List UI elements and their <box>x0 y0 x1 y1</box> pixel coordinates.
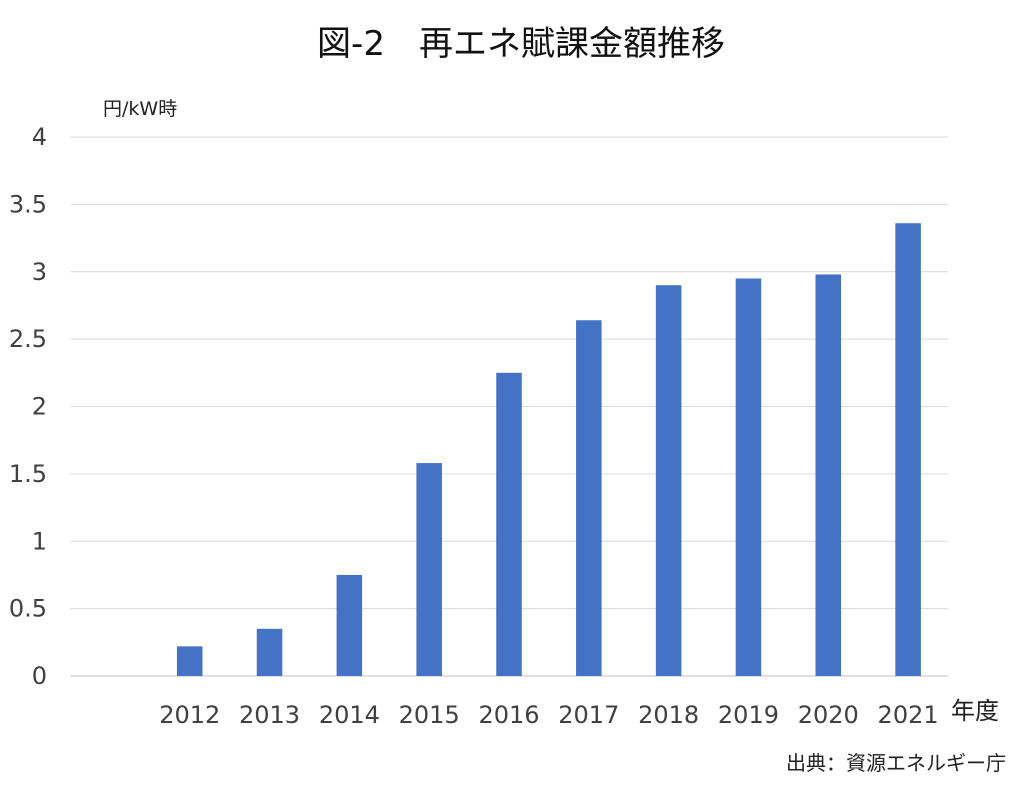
source-note: 出典：資源エネルギー庁 <box>786 751 1006 775</box>
bar-2014 <box>336 574 363 676</box>
y-tick-label: 2 <box>32 393 47 421</box>
x-tick-label: 2014 <box>319 701 380 729</box>
x-tick-label: 2017 <box>558 701 619 729</box>
x-tick-label: 2012 <box>159 701 220 729</box>
x-tick-labels: 2012 2013 2014 2015 2016 2017 2018 2019 2020 2021 <box>159 701 938 729</box>
y-tick-label: 1.5 <box>9 460 47 488</box>
y-tick-label: 0.5 <box>9 595 47 623</box>
bar-2016 <box>496 372 522 676</box>
y-tick-label: 3 <box>32 258 47 286</box>
x-tick-label: 2018 <box>638 701 699 729</box>
y-tick-label: 0 <box>32 662 47 690</box>
y-tick-label: 3.5 <box>9 190 47 218</box>
bar-2017 <box>576 320 602 676</box>
y-tick-labels: 0 0.5 1 1.5 2 2.5 3 3.5 4 <box>9 123 47 690</box>
y-tick-label: 1 <box>32 527 47 555</box>
chart-title: 図-2 再エネ賦課金額推移 <box>317 24 725 64</box>
x-tick-label: 2016 <box>478 701 539 729</box>
x-tick-label: 2020 <box>798 701 859 729</box>
bar-2019 <box>735 278 762 676</box>
bar-2013 <box>256 628 283 676</box>
y-axis-unit-label: 円/kW時 <box>103 98 177 120</box>
x-tick-label: 2013 <box>239 701 300 729</box>
x-axis-unit-label: 年度 <box>951 697 999 725</box>
bar-2020 <box>815 274 842 676</box>
x-tick-label: 2019 <box>718 701 779 729</box>
bars <box>176 223 921 677</box>
x-tick-label: 2015 <box>399 701 460 729</box>
y-tick-label: 2.5 <box>9 325 47 353</box>
bar-2018 <box>655 285 682 676</box>
bar-2021 <box>895 223 921 677</box>
y-tick-label: 4 <box>32 123 47 151</box>
bar-2012 <box>176 646 203 676</box>
bar-2015 <box>416 463 442 676</box>
x-tick-label: 2021 <box>878 701 939 729</box>
